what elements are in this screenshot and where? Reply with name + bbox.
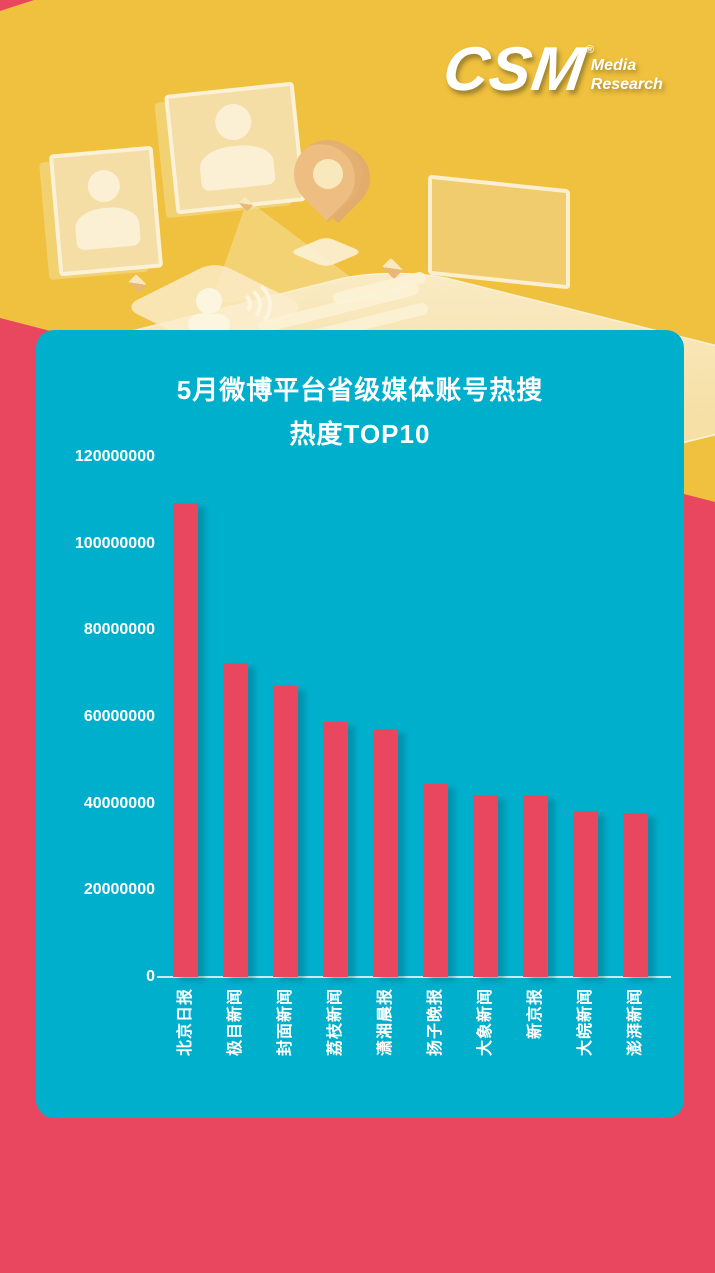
- photo-frame-icon: [48, 145, 164, 277]
- csm-logo-text: CSM: [439, 35, 590, 104]
- csm-logo-tagline: ® Media Research: [586, 45, 663, 94]
- bar: [573, 810, 598, 977]
- window-frame-icon: [428, 174, 570, 290]
- x-axis-category-label: 澎湃新闻: [626, 988, 644, 1057]
- speaker-icon: [196, 288, 222, 314]
- y-axis-tick-label: 60000000: [83, 708, 155, 725]
- corner-triangle: [0, 0, 34, 11]
- tagline-media: Media: [590, 57, 637, 74]
- chart-title-line1: 5月微博平台省级媒体账号热搜: [176, 375, 544, 405]
- y-axis-tick-label: 100000000: [74, 534, 155, 552]
- chart-card: 5月微博平台省级媒体账号热搜 热度TOP10 0 20000000 40000000…: [36, 330, 684, 1118]
- x-axis-category-label: 新京报: [526, 988, 544, 1040]
- x-axis-category-label: 扬子晚报: [426, 988, 444, 1057]
- y-axis-tick-label: 40000000: [83, 794, 155, 812]
- person-shoulders: [197, 142, 276, 192]
- bar: [473, 794, 498, 977]
- plot-area: 0 20000000 40000000 60000000 80000000 1000000…: [36, 330, 684, 1118]
- bar: [373, 728, 398, 977]
- x-axis-category-label: 潇湘晨报: [376, 988, 394, 1057]
- cube-icon: [128, 274, 147, 293]
- bar: [173, 502, 198, 977]
- bar: [423, 783, 448, 977]
- x-axis-category-label: 大皖新闻: [576, 988, 594, 1057]
- person-shoulders: [73, 205, 142, 251]
- x-axis-category-label: 荔枝新闻: [326, 988, 344, 1057]
- tagline-research: Research: [590, 76, 663, 93]
- y-axis-tick-label: 0: [146, 968, 155, 985]
- bar: [623, 812, 648, 977]
- person-icon: [213, 102, 254, 142]
- bar: [323, 722, 348, 977]
- x-axis-category-label: 北京日报: [176, 988, 194, 1057]
- y-axis-tick-label: 20000000: [83, 881, 155, 899]
- x-axis-line: [157, 976, 671, 978]
- y-axis-tick-label: 80000000: [83, 621, 155, 639]
- chart-title-line2: 热度TOP10: [289, 419, 431, 449]
- csm-logo: CSM ® Media Research: [439, 35, 663, 104]
- location-pin-hole: [306, 152, 350, 196]
- bar: [523, 795, 548, 977]
- x-axis-category-label: 大象新闻: [476, 988, 494, 1057]
- x-axis-category-label: 极目新闻: [226, 988, 244, 1057]
- registered-mark: ®: [585, 44, 594, 56]
- x-axis-category-label: 封面新闻: [276, 988, 294, 1057]
- person-icon: [86, 168, 122, 204]
- bar: [273, 685, 298, 977]
- y-axis-tick-label: 120000000: [74, 448, 155, 465]
- photo-frame-icon: [164, 81, 306, 215]
- bar: [223, 663, 248, 977]
